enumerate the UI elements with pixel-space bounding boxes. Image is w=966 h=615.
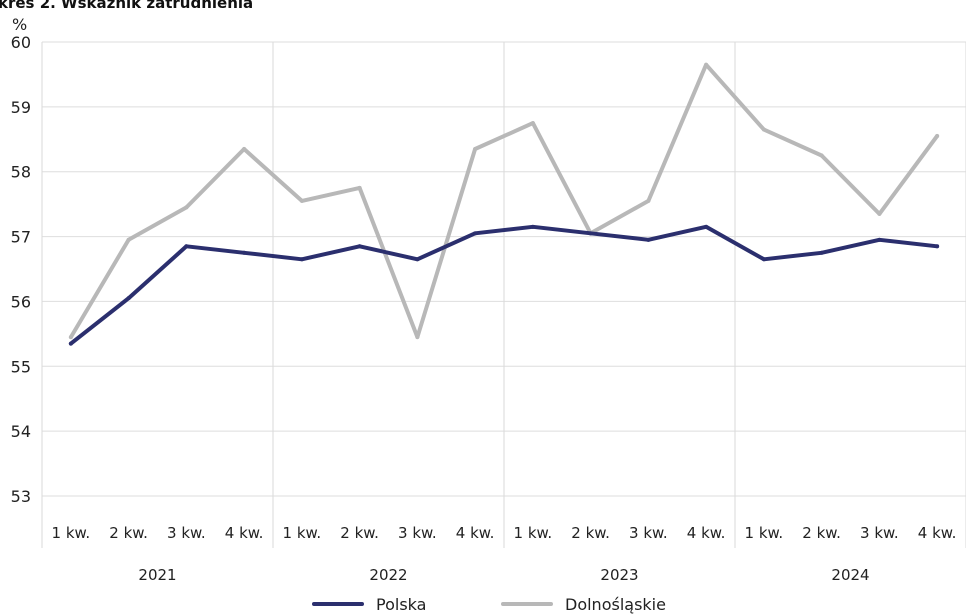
x-tick-label: 3 kw. [860, 524, 899, 542]
data-point [68, 341, 73, 346]
y-tick-label: 58 [11, 163, 31, 182]
y-tick-label: 53 [11, 487, 31, 506]
data-point [704, 62, 709, 67]
legend-label: Dolnośląskie [565, 595, 666, 614]
x-tick-label: 1 kw. [514, 524, 553, 542]
chart-axes: 53 54 55 56 57 58 59 60% 1 kw. 2 kw. 3 kw. 4 kw. 1 k… [11, 15, 957, 584]
data-point [415, 335, 420, 340]
data-point [761, 127, 766, 132]
x-tick-label: 4 kw. [225, 524, 264, 542]
data-point [126, 296, 131, 301]
x-tick-label: 2 kw. [802, 524, 841, 542]
x-tick-label: 4 kw. [918, 524, 957, 542]
data-point [877, 237, 882, 242]
x-tick-label: 2 kw. [571, 524, 610, 542]
data-point [357, 244, 362, 249]
y-tick-label: 57 [11, 228, 31, 247]
y-axis-label: % [12, 15, 27, 34]
y-tick-label: 55 [11, 357, 31, 376]
data-point [357, 185, 362, 190]
x-tick-label: 4 kw. [687, 524, 726, 542]
data-point [646, 198, 651, 203]
data-point [646, 237, 651, 242]
x-tick-label: 4 kw. [456, 524, 495, 542]
x-tick-label: 1 kw. [283, 524, 322, 542]
y-tick-label: 54 [11, 422, 31, 441]
data-point [299, 198, 304, 203]
data-point [819, 153, 824, 158]
data-point [473, 231, 478, 236]
x-group-label: 2021 [138, 566, 176, 584]
x-tick-label: 3 kw. [167, 524, 206, 542]
data-point [877, 211, 882, 216]
data-point [415, 257, 420, 262]
data-point [68, 335, 73, 340]
data-point [935, 244, 940, 249]
chart-grid [41, 41, 966, 548]
chart-series [68, 62, 940, 346]
y-tick-label: 59 [11, 98, 31, 117]
data-point [242, 250, 247, 255]
x-tick-label: 1 kw. [745, 524, 784, 542]
x-tick-label: 3 kw. [398, 524, 437, 542]
data-point [588, 231, 593, 236]
data-point [704, 224, 709, 229]
series-line-1 [68, 62, 940, 340]
x-group-label: 2024 [831, 566, 869, 584]
x-tick-label: 2 kw. [340, 524, 379, 542]
data-point [473, 147, 478, 152]
x-group-label: 2023 [600, 566, 638, 584]
chart-title: kres 2. Wskaźnik zatrudnienia [0, 0, 254, 12]
data-point [530, 121, 535, 126]
data-point [126, 237, 131, 242]
x-tick-label: 1 kw. [52, 524, 91, 542]
legend-label: Polska [376, 595, 426, 614]
data-point [242, 147, 247, 152]
data-point [761, 257, 766, 262]
chart-legend: Polska Dolnośląskie [312, 595, 666, 614]
data-point [935, 134, 940, 139]
data-point [819, 250, 824, 255]
x-tick-label: 2 kw. [109, 524, 148, 542]
x-group-label: 2022 [369, 566, 407, 584]
x-tick-label: 3 kw. [629, 524, 668, 542]
data-point [184, 205, 189, 210]
data-point [184, 244, 189, 249]
data-point [299, 257, 304, 262]
y-tick-label: 56 [11, 292, 31, 311]
y-tick-label: 60 [11, 33, 31, 52]
series-line-0 [68, 224, 940, 346]
data-point [530, 224, 535, 229]
